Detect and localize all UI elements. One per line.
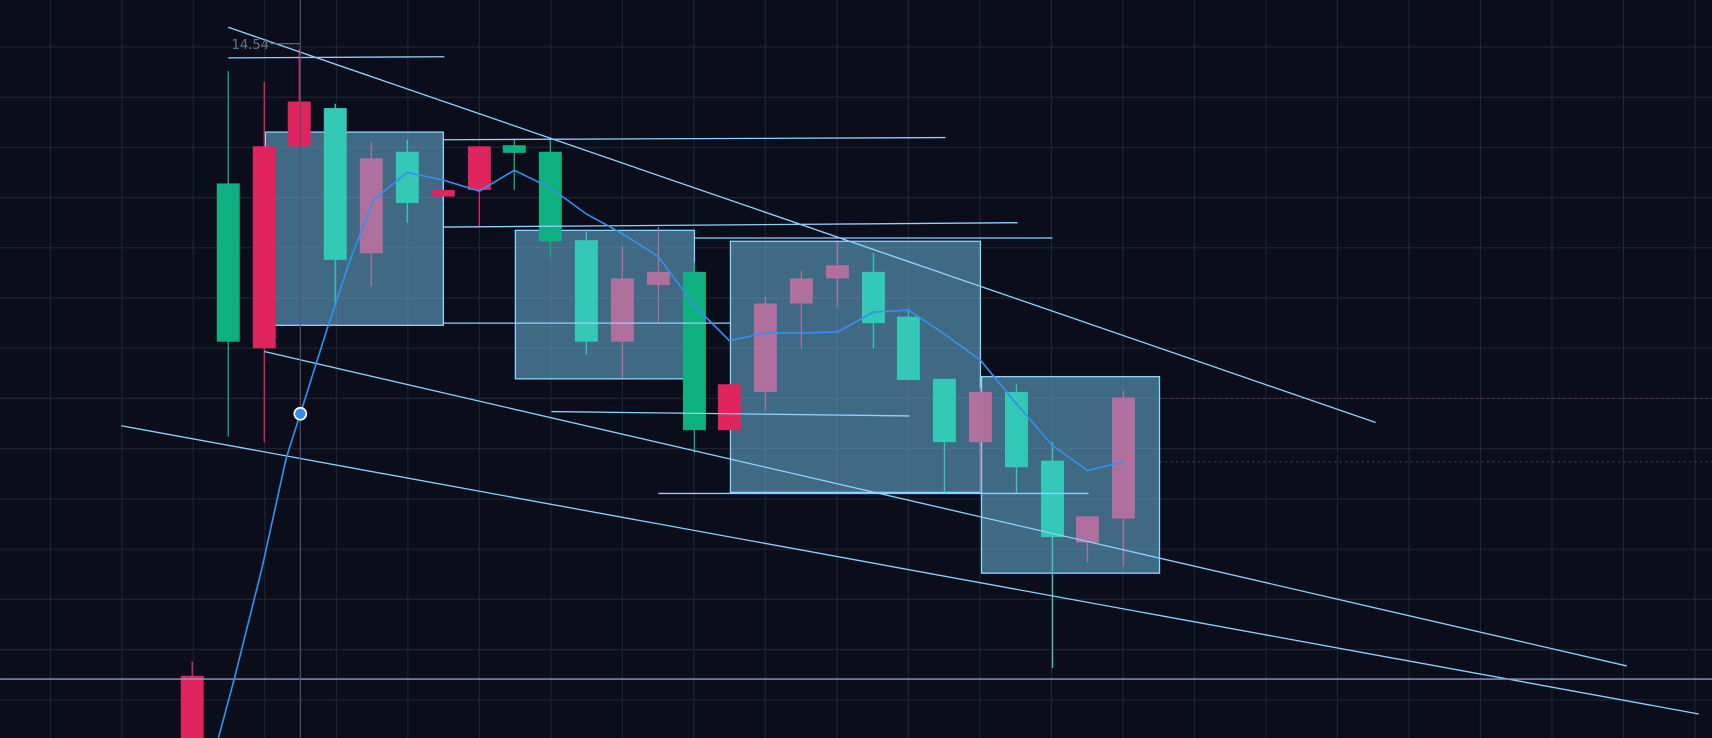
candle-body <box>538 151 562 242</box>
candle-body <box>753 303 777 392</box>
h-line <box>443 222 1018 228</box>
candle-body <box>610 278 634 342</box>
candle-body <box>1112 397 1135 519</box>
candle-body <box>574 240 598 342</box>
h-line <box>443 136 946 141</box>
candles <box>180 49 1135 738</box>
candle-body <box>252 146 276 349</box>
candle-body <box>467 146 491 190</box>
candle-body <box>646 271 670 285</box>
candle-body <box>431 189 455 197</box>
candle-body <box>1075 516 1099 543</box>
candle-body <box>789 278 813 304</box>
candle-body <box>932 378 956 443</box>
h-line <box>551 410 910 417</box>
candle-body <box>825 265 849 279</box>
candle-body <box>180 675 204 738</box>
trend-lines <box>0 26 1712 715</box>
crosshair-dot[interactable] <box>293 406 308 421</box>
candle-body <box>717 384 741 431</box>
candle-body <box>216 183 240 342</box>
trend-line <box>264 350 1627 667</box>
candle-body <box>395 151 419 204</box>
h-line <box>228 56 445 59</box>
candle-body <box>323 108 347 260</box>
candle-body <box>896 316 920 380</box>
candle-body <box>502 145 526 153</box>
price-label: 14.54 <box>232 38 270 53</box>
candle-body <box>1041 460 1064 538</box>
candle-body <box>287 101 311 147</box>
candle-body <box>862 271 885 324</box>
trend-line <box>121 425 1699 715</box>
zone-box <box>514 229 696 380</box>
candle-body <box>968 391 992 443</box>
moving-average <box>217 169 1124 738</box>
